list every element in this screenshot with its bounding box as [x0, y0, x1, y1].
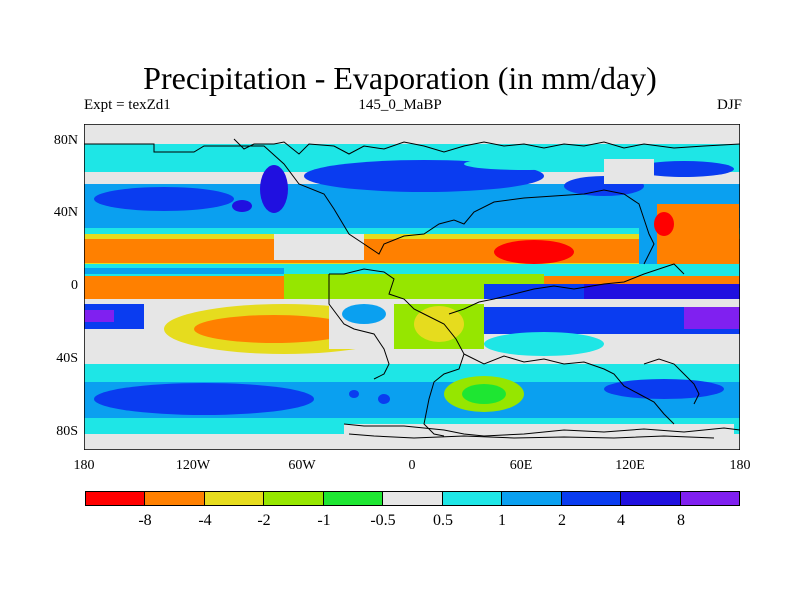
colorbar-box-1 — [86, 492, 146, 505]
colorbar-label-8: 2 — [558, 512, 566, 529]
precip-evap-map — [84, 124, 740, 450]
colorbar-box-11 — [680, 492, 739, 505]
colorbar-box-8 — [502, 492, 562, 505]
lon-tick-60w: 60W — [288, 458, 316, 473]
colorbar-label-3: -2 — [257, 512, 271, 529]
colorbar-label-7: 1 — [498, 512, 506, 529]
experiment-label: Expt = texZd1 — [84, 97, 171, 113]
lon-tick-60e: 60E — [509, 458, 533, 473]
colorbar-label-10: 8 — [677, 512, 685, 529]
lon-tick-0: 0 — [408, 458, 416, 473]
colorbar — [85, 491, 740, 506]
lon-tick-180e: 180 — [729, 458, 751, 473]
map-title: Precipitation - Evaporation (in mm/day) — [143, 60, 657, 96]
colorbar-label-1: -8 — [138, 512, 152, 529]
colorbar-box-7 — [442, 492, 503, 505]
colorbar-box-6 — [383, 492, 443, 505]
colorbar-box-9 — [561, 492, 622, 505]
colorbar-label-5: -0.5 — [370, 512, 396, 529]
lat-tick-40n: 40N — [53, 205, 78, 220]
colorbar-box-4 — [264, 492, 324, 505]
colorbar-label-6: 0.5 — [433, 512, 453, 529]
lat-tick-40s: 40S — [56, 351, 78, 366]
lat-tick-0: 0 — [71, 278, 78, 293]
lon-tick-180w: 180 — [73, 458, 95, 473]
lon-tick-120e: 120E — [615, 458, 645, 473]
colorbar-label-9: 4 — [617, 512, 625, 529]
season-label: DJF — [716, 97, 742, 113]
colorbar-box-5 — [323, 492, 384, 505]
colorbar-label-2: -4 — [198, 512, 212, 529]
period-label: 145_0_MaBP — [358, 97, 442, 113]
colorbar-box-3 — [204, 492, 265, 505]
lat-tick-80n: 80N — [53, 133, 78, 148]
colorbar-box-2 — [145, 492, 205, 505]
colorbar-box-10 — [621, 492, 681, 505]
colorbar-label-4: -1 — [317, 512, 331, 529]
lon-tick-120w: 120W — [175, 458, 211, 473]
lat-tick-80s: 80S — [56, 424, 78, 439]
